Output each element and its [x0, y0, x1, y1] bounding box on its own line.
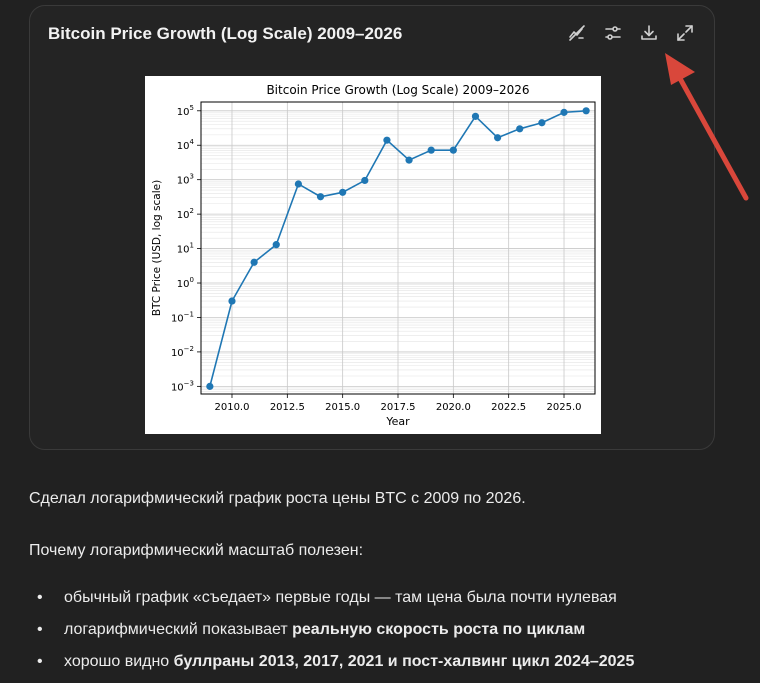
sliders-icon [605, 26, 621, 40]
x-tick-label: 2017.5 [381, 402, 416, 413]
data-point [228, 297, 236, 305]
y-tick-label: 10−3 [171, 379, 194, 393]
plot-frame [200, 101, 596, 395]
chart-type-button[interactable] [566, 22, 588, 44]
message-intro: Сделал логарифмический график роста цены… [29, 490, 526, 507]
download-icon [641, 25, 657, 40]
data-point [471, 112, 480, 120]
y-tick-label: 101 [177, 242, 194, 256]
series-line [209, 109, 587, 387]
x-tick-label: 2022.5 [491, 402, 526, 413]
data-point [427, 146, 435, 154]
chart-type-icon [569, 25, 585, 41]
y-tick-label: 10−2 [171, 345, 194, 359]
bullet-text: хорошо видно [64, 653, 174, 670]
chart-svg: 10−3 10−2 10−1 100 101 102 103 104 105 2010.0 2012… [151, 83, 596, 428]
y-tick-label: 100 [177, 276, 194, 290]
y-axis-label: BTC Price (USD, log scale) [151, 180, 163, 316]
data-point [405, 156, 413, 164]
chart-image: 10−3 10−2 10−1 100 101 102 103 104 105 2010.0 2012… [145, 76, 601, 434]
bullet-text: логарифмический показывает [64, 621, 293, 638]
chart-title: Bitcoin Price Growth (Log Scale) 2009–20… [266, 83, 529, 97]
y-tick-label: 10−1 [171, 310, 194, 324]
expand-icon [677, 25, 693, 41]
data-point [582, 107, 590, 115]
data-point [361, 176, 369, 185]
message-why: Почему логарифмический масштаб полезен: [29, 542, 364, 559]
bullet-bold-text: буллраны 2013, 2017, 2021 и пост-халвинг… [173, 653, 635, 670]
y-tick-label: 105 [177, 104, 194, 118]
data-point [516, 125, 524, 133]
x-tick-label: 2025.0 [547, 402, 582, 413]
data-point [538, 119, 546, 127]
x-tick-label: 2015.0 [325, 402, 360, 413]
expand-button[interactable] [674, 22, 696, 44]
y-tick-label: 102 [177, 207, 194, 221]
y-tick-label: 103 [177, 173, 194, 187]
bullet-bold-text: реальную скорость роста по циклам [292, 621, 586, 638]
data-point [250, 258, 258, 266]
data-point [560, 108, 568, 116]
chart-toolbar [566, 22, 696, 44]
data-point [206, 382, 214, 390]
data-point [294, 180, 302, 188]
download-button[interactable] [638, 22, 660, 44]
chart-card: Bitcoin Price Growth (Log Scale) 2009–20… [29, 5, 715, 450]
list-item: обычный график «съедает» первые годы — т… [29, 586, 634, 618]
y-tick-label: 104 [177, 138, 195, 152]
card-title: Bitcoin Price Growth (Log Scale) 2009–20… [48, 24, 403, 43]
x-tick-label: 2012.5 [270, 402, 305, 413]
x-tick-label: 2010.0 [214, 402, 249, 413]
bullet-text: обычный график «съедает» первые годы — т… [64, 589, 617, 606]
data-point [383, 136, 391, 144]
red-arrow-annotation [665, 53, 749, 201]
data-point [494, 134, 502, 142]
sliders-button[interactable] [602, 22, 624, 44]
data-point [339, 188, 347, 196]
data-point [316, 193, 325, 201]
list-item: логарифмический показывает реальную скор… [29, 618, 634, 650]
bullet-list: обычный график «съедает» первые годы — т… [29, 586, 634, 682]
data-point [272, 241, 280, 249]
data-point [449, 146, 457, 154]
list-item: хорошо видно буллраны 2013, 2017, 2021 и… [29, 650, 634, 682]
x-axis-label: Year [385, 415, 410, 428]
x-tick-label: 2020.0 [436, 402, 471, 413]
